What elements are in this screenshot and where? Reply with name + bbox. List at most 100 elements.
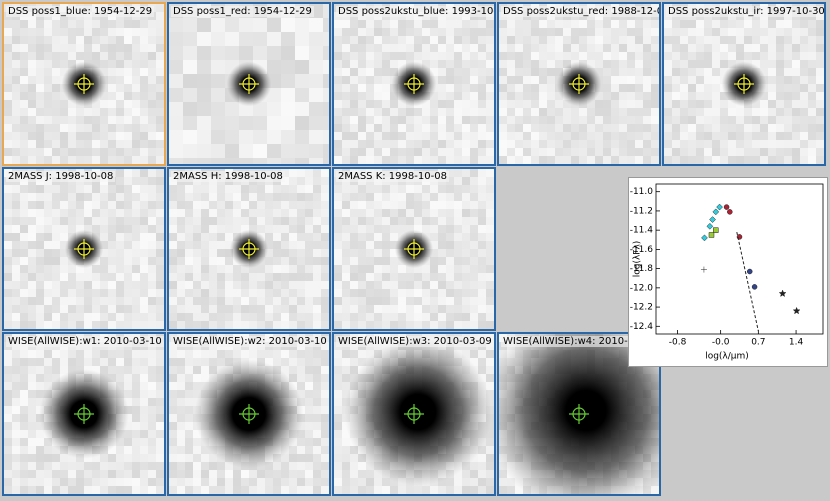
pixel <box>688 60 696 68</box>
data-point <box>716 203 723 211</box>
pixel <box>295 144 309 158</box>
image-tile[interactable]: DSS poss2ukstu_red: 1988-12-01 <box>497 2 661 166</box>
pixel <box>382 265 390 273</box>
pixel <box>156 12 164 20</box>
pixel <box>539 60 547 68</box>
pixel <box>728 44 736 52</box>
pixel <box>52 209 60 217</box>
pixel <box>44 68 52 76</box>
pixel <box>358 36 366 44</box>
pixel <box>4 108 12 116</box>
pixel <box>124 446 132 454</box>
image-tile[interactable]: WISE(AllWISE):w2: 2010-03-10 <box>167 332 331 496</box>
pixel <box>358 297 366 305</box>
pixel <box>124 382 132 390</box>
pixel <box>4 297 12 305</box>
image-tile[interactable]: 2MASS K: 1998-10-08 <box>332 167 496 331</box>
pixel <box>342 185 350 193</box>
pixel <box>185 486 193 494</box>
pixel <box>28 36 36 44</box>
pixel <box>183 144 197 158</box>
pixel <box>12 297 20 305</box>
pixel <box>414 281 422 289</box>
pixel <box>289 249 297 257</box>
pixel <box>309 60 323 74</box>
pixel <box>68 156 76 164</box>
pixel <box>651 486 659 494</box>
pixel <box>603 76 611 84</box>
pixel <box>470 297 478 305</box>
pixel <box>295 102 309 116</box>
pixel <box>132 156 140 164</box>
pixel <box>156 177 164 185</box>
pixel <box>744 20 752 28</box>
pixel <box>486 273 494 281</box>
pixel <box>116 52 124 60</box>
pixel <box>398 28 406 36</box>
pixel <box>486 169 494 177</box>
pixel <box>430 52 438 60</box>
pixel <box>462 201 470 209</box>
pixel <box>108 52 116 60</box>
pixel <box>185 374 193 382</box>
pixel <box>148 350 156 358</box>
pixel <box>808 20 816 28</box>
pixel <box>140 382 148 390</box>
pixel <box>84 132 92 140</box>
pixel <box>664 68 672 76</box>
pixel <box>587 60 595 68</box>
pixel <box>124 297 132 305</box>
image-tile[interactable]: DSS poss1_blue: 1954-12-29 <box>2 2 166 166</box>
pixel <box>4 265 12 273</box>
pixel <box>108 350 116 358</box>
pixel <box>233 209 241 217</box>
pixel <box>289 470 297 478</box>
pixel <box>374 116 382 124</box>
pixel <box>12 36 20 44</box>
pixel <box>478 265 486 273</box>
image-tile[interactable]: DSS poss1_red: 1954-12-29 <box>167 2 331 166</box>
image-tile[interactable]: WISE(AllWISE):w1: 2010-03-10 <box>2 332 166 496</box>
pixel <box>446 233 454 241</box>
image-tile[interactable]: 2MASS H: 1998-10-08 <box>167 167 331 331</box>
pixel <box>358 305 366 313</box>
pixel <box>265 217 273 225</box>
pixel <box>680 116 688 124</box>
pixel <box>52 470 60 478</box>
pixel <box>438 478 446 486</box>
pixel <box>478 249 486 257</box>
pixel <box>140 438 148 446</box>
pixel <box>169 470 177 478</box>
pixel <box>736 20 744 28</box>
pixel <box>382 68 390 76</box>
pixel <box>201 313 209 321</box>
pixel <box>281 486 289 494</box>
pixel <box>44 193 52 201</box>
image-tile[interactable]: WISE(AllWISE):w3: 2010-03-09 <box>332 332 496 496</box>
image-tile[interactable]: 2MASS J: 1998-10-08 <box>2 167 166 331</box>
pixel <box>156 140 164 148</box>
pixel <box>193 241 201 249</box>
pixel <box>350 281 358 289</box>
pixel <box>334 398 342 406</box>
image-tile[interactable]: WISE(AllWISE):w4: 2010-03-09 <box>497 332 661 496</box>
pixel <box>680 148 688 156</box>
pixel <box>148 201 156 209</box>
pixel <box>752 44 760 52</box>
pixel <box>148 486 156 494</box>
pixel <box>124 124 132 132</box>
source <box>344 338 492 486</box>
image-tile[interactable]: DSS poss2ukstu_ir: 1997-10-30 <box>662 2 826 166</box>
pixel <box>257 478 265 486</box>
pixel <box>422 305 430 313</box>
pixel <box>350 185 358 193</box>
pixel <box>555 52 563 60</box>
crosshair <box>734 74 754 94</box>
pixel <box>156 201 164 209</box>
pixel <box>297 273 305 281</box>
pixel <box>462 297 470 305</box>
pixel <box>193 289 201 297</box>
pixel <box>462 76 470 84</box>
image-tile[interactable]: DSS poss2ukstu_blue: 1993-10-23 <box>332 2 496 166</box>
pixel <box>12 406 20 414</box>
